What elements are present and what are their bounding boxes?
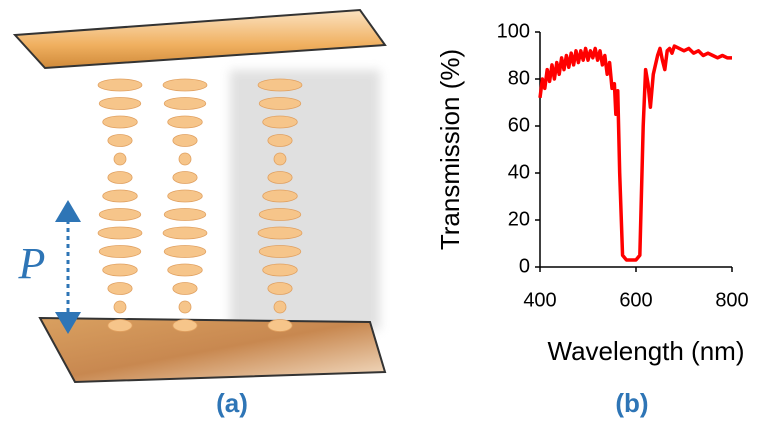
molecule xyxy=(268,135,292,147)
molecule xyxy=(263,264,298,276)
shadow xyxy=(230,70,380,330)
molecule xyxy=(179,301,191,313)
molecule xyxy=(168,190,203,202)
molecule xyxy=(164,209,206,221)
molecule xyxy=(99,209,141,221)
y-axis-label: Transmission (%) xyxy=(435,49,465,250)
molecule xyxy=(164,98,206,110)
molecule xyxy=(259,98,301,110)
molecule xyxy=(108,283,132,295)
molecule xyxy=(164,246,206,258)
top-plate xyxy=(15,10,385,68)
molecule xyxy=(163,227,207,239)
molecule xyxy=(103,264,138,276)
molecule xyxy=(173,320,197,332)
arrow-head xyxy=(55,200,81,222)
figure: P (a) (b) 0 20 40 60 80 100 400 600 800 Wavelengt… xyxy=(0,0,767,428)
molecule xyxy=(98,227,142,239)
y-tick-label: 80 xyxy=(508,67,530,89)
molecule xyxy=(114,153,126,165)
molecule xyxy=(108,135,132,147)
molecule xyxy=(268,172,292,184)
molecule xyxy=(274,153,286,165)
series-line xyxy=(540,46,732,260)
illustration: P (a) xyxy=(15,10,385,418)
molecule xyxy=(173,135,197,147)
molecule xyxy=(258,79,302,91)
x-tick-label: 800 xyxy=(715,289,748,311)
y-tick-label: 40 xyxy=(508,161,530,183)
molecule xyxy=(99,98,141,110)
molecule xyxy=(114,301,126,313)
bottom-plate xyxy=(40,318,385,382)
molecule xyxy=(258,227,302,239)
molecule xyxy=(103,190,138,202)
molecule xyxy=(108,172,132,184)
panel-label: (b) xyxy=(615,388,648,418)
y-tick-label: 20 xyxy=(508,208,530,230)
y-tick-label: 0 xyxy=(519,255,530,277)
molecule xyxy=(103,116,138,128)
molecule xyxy=(268,283,292,295)
molecule xyxy=(99,246,141,258)
molecule xyxy=(263,116,298,128)
molecule xyxy=(259,209,301,221)
chart: 0 20 40 60 80 100 400 600 800 Wavelength (nm) Tran… xyxy=(435,20,749,366)
molecule xyxy=(98,79,142,91)
x-axis-label: Wavelength (nm) xyxy=(548,336,745,366)
x-tick-label: 400 xyxy=(523,289,556,311)
molecule xyxy=(168,264,203,276)
x-tick-label: 600 xyxy=(619,289,652,311)
pitch-label: P xyxy=(18,239,46,288)
molecule xyxy=(179,153,191,165)
molecule xyxy=(173,172,197,184)
molecule xyxy=(268,320,292,332)
molecule xyxy=(163,79,207,91)
molecule xyxy=(108,320,132,332)
molecule xyxy=(173,283,197,295)
molecule xyxy=(263,190,298,202)
molecule xyxy=(274,301,286,313)
molecule xyxy=(168,116,203,128)
panel-label: (a) xyxy=(216,388,248,418)
y-tick-label: 100 xyxy=(497,20,530,42)
molecule xyxy=(259,246,301,258)
y-tick-label: 60 xyxy=(508,114,530,136)
